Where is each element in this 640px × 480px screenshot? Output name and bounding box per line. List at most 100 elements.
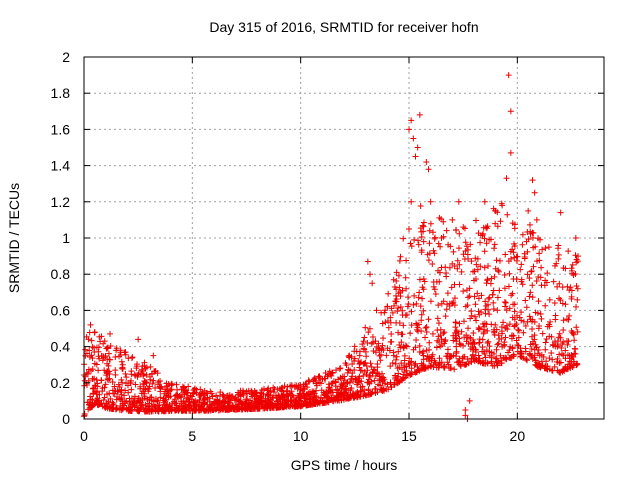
- data-point: [483, 347, 490, 354]
- data-point: [383, 352, 390, 359]
- data-point: [472, 217, 479, 224]
- data-point: [338, 375, 345, 382]
- data-point: [506, 270, 513, 277]
- x-tick-label: 20: [510, 428, 526, 444]
- y-tick-label: 1.4: [51, 158, 71, 174]
- data-point: [164, 401, 171, 408]
- data-point: [506, 305, 513, 312]
- data-point: [511, 308, 518, 315]
- data-point: [138, 366, 145, 373]
- data-point: [146, 400, 153, 407]
- data-point: [423, 158, 430, 165]
- data-point: [554, 283, 561, 290]
- data-point: [513, 253, 520, 260]
- data-point: [405, 294, 412, 301]
- data-point: [484, 277, 491, 284]
- data-point: [132, 381, 139, 388]
- data-point: [111, 383, 118, 390]
- data-point: [508, 335, 515, 342]
- data-point: [511, 221, 518, 228]
- data-point: [454, 359, 461, 366]
- data-point: [178, 386, 185, 393]
- data-point: [352, 392, 359, 399]
- data-point: [497, 218, 504, 225]
- data-point: [458, 328, 465, 335]
- data-point: [191, 385, 198, 392]
- data-point: [258, 397, 265, 404]
- data-point: [356, 361, 363, 368]
- data-point: [432, 290, 439, 297]
- data-point: [552, 316, 559, 323]
- data-point: [183, 395, 190, 402]
- data-point: [107, 343, 114, 350]
- data-point: [366, 325, 373, 332]
- y-tick-label: 0.6: [51, 302, 71, 318]
- data-point: [448, 300, 455, 307]
- y-tick-label: 0.2: [51, 375, 71, 391]
- data-point: [462, 412, 469, 419]
- data-point: [459, 359, 466, 366]
- data-point: [265, 400, 272, 407]
- data-point: [425, 355, 432, 362]
- data-point: [420, 307, 427, 314]
- data-point: [207, 388, 214, 395]
- data-point: [182, 405, 189, 412]
- data-point: [258, 390, 265, 397]
- data-point: [518, 350, 525, 357]
- data-point: [196, 392, 203, 399]
- data-point: [449, 216, 456, 223]
- data-point: [252, 389, 259, 396]
- data-point: [510, 352, 517, 359]
- data-point: [403, 367, 410, 374]
- data-point: [372, 372, 379, 379]
- data-point: [341, 373, 348, 380]
- data-point: [106, 390, 113, 397]
- grid: [84, 57, 604, 419]
- data-point: [137, 385, 144, 392]
- data-point: [167, 393, 174, 400]
- data-point: [366, 391, 373, 398]
- data-point: [531, 318, 538, 325]
- data-point: [529, 282, 536, 289]
- data-point: [384, 303, 391, 310]
- data-point: [460, 288, 467, 295]
- data-point: [377, 357, 384, 364]
- data-point: [455, 245, 462, 252]
- data-point: [478, 309, 485, 316]
- data-point: [494, 307, 501, 314]
- data-point: [306, 401, 313, 408]
- data-point: [348, 376, 355, 383]
- data-point: [562, 265, 569, 272]
- data-point: [467, 241, 474, 248]
- data-point: [493, 257, 500, 264]
- data-point: [122, 387, 129, 394]
- data-point: [337, 365, 344, 372]
- data-point: [411, 292, 418, 299]
- data-point: [213, 392, 220, 399]
- data-point: [416, 289, 423, 296]
- data-point: [524, 318, 531, 325]
- data-point: [242, 400, 249, 407]
- data-point: [95, 367, 102, 374]
- data-point: [371, 385, 378, 392]
- data-point: [389, 309, 396, 316]
- data-point: [101, 403, 108, 410]
- data-point: [240, 389, 247, 396]
- data-point: [366, 372, 373, 379]
- data-point: [150, 377, 157, 384]
- data-point: [186, 407, 193, 414]
- data-point: [501, 271, 508, 278]
- data-point: [91, 349, 98, 356]
- data-point: [125, 389, 132, 396]
- data-point: [464, 251, 471, 258]
- data-point: [556, 330, 563, 337]
- data-point: [101, 394, 108, 401]
- data-point: [460, 318, 467, 325]
- data-point: [414, 144, 421, 151]
- data-point: [491, 331, 498, 338]
- data-point: [524, 271, 531, 278]
- data-point: [515, 327, 522, 334]
- data-point: [388, 384, 395, 391]
- data-point: [462, 239, 469, 246]
- data-point: [427, 220, 434, 227]
